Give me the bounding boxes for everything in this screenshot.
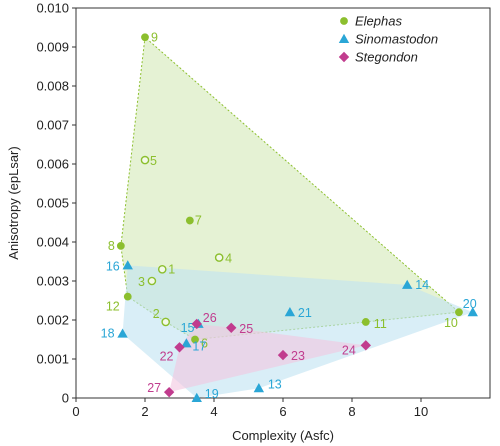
point-elephas-12	[123, 292, 132, 301]
point-stegondon-22	[174, 342, 185, 353]
legend-marker-elephas	[340, 17, 348, 25]
point-elephas-1	[157, 264, 167, 274]
point-stegondon-23	[277, 349, 289, 361]
convex-hulls	[120, 36, 473, 398]
y-tick-label: 0.005	[36, 196, 69, 211]
point-label-1: 1	[168, 262, 175, 276]
point-label-20: 20	[463, 297, 477, 311]
point-elephas-11	[361, 318, 370, 326]
y-tick-label: 0.006	[36, 157, 69, 172]
point-label-14: 14	[415, 278, 429, 292]
point-label-26: 26	[203, 311, 217, 325]
y-tick-label: 0.010	[36, 1, 69, 16]
legend-label-stegondon: Stegondon	[355, 50, 418, 65]
point-label-7: 7	[195, 214, 202, 228]
point-elephas-2	[161, 317, 170, 327]
point-sinomastodon-18	[117, 328, 128, 338]
point-label-15: 15	[181, 321, 195, 335]
point-elephas-5	[140, 155, 150, 165]
point-label-21: 21	[298, 306, 312, 320]
point-label-2: 2	[153, 307, 160, 321]
point-label-3: 3	[138, 275, 145, 289]
x-tick-label: 8	[348, 404, 355, 419]
x-tick-label: 10	[414, 404, 428, 419]
y-tick-label: 0.001	[36, 352, 69, 367]
y-tick-label: 0.002	[36, 313, 69, 328]
point-label-10: 10	[444, 316, 458, 330]
point-label-22: 22	[160, 349, 174, 363]
axes: 0 0.001 0.002 0.003 0.004 0.005 0.006 0.007 0.00…	[36, 1, 491, 419]
point-stegondon-24	[360, 340, 371, 351]
point-sinomastodon-16	[122, 260, 133, 270]
point-sinomastodon-21	[284, 307, 296, 317]
hull-stegondon	[169, 323, 366, 393]
y-tick-label: 0.008	[36, 79, 69, 94]
point-label-23: 23	[291, 349, 305, 363]
point-label-16: 16	[106, 259, 120, 273]
y-axis-label: Anisotropy (epLsar)	[6, 146, 21, 259]
point-sinomastodon-19	[191, 392, 202, 402]
point-sinomastodon-20	[467, 307, 478, 317]
point-label-19: 19	[205, 387, 219, 401]
point-label-13: 13	[268, 377, 282, 391]
point-sinomastodon-14	[402, 279, 413, 289]
y-tick-label: 0.007	[36, 118, 69, 133]
point-elephas-3	[147, 276, 157, 286]
point-stegondon-27	[163, 386, 175, 398]
point-sinomastodon-17	[181, 338, 192, 348]
x-tick-label: 4	[210, 404, 217, 419]
point-elephas-9	[141, 33, 149, 42]
point-label-8: 8	[108, 239, 115, 253]
point-label-11: 11	[374, 317, 387, 331]
x-tick-label: 0	[72, 404, 79, 419]
y-tick-label: 0.009	[36, 40, 69, 55]
legend-label-elephas: Elephas	[355, 14, 402, 29]
point-label-27: 27	[147, 381, 161, 395]
point-label-6: 6	[201, 337, 208, 351]
point-label-5: 5	[150, 154, 157, 168]
point-stegondon-25	[226, 322, 237, 333]
point-label-4: 4	[225, 252, 232, 266]
point-label-17: 17	[192, 339, 206, 353]
point-sinomastodon-13	[253, 383, 265, 393]
point-label-25: 25	[239, 322, 253, 336]
y-tick-label: 0	[62, 391, 69, 406]
x-tick-label: 2	[141, 404, 148, 419]
point-elephas-10	[455, 308, 463, 317]
point-stegondon-26	[191, 318, 202, 330]
x-axis-label: Complexity (Asfc)	[232, 428, 334, 443]
y-tick-label: 0.004	[36, 235, 69, 250]
legend-label-sinomastodon: Sinomastodon	[355, 32, 438, 47]
point-label-12: 12	[106, 300, 120, 314]
point-elephas-8	[116, 242, 125, 250]
point-elephas-7	[185, 216, 194, 225]
point-label-9: 9	[151, 30, 158, 44]
x-tick-label: 6	[279, 404, 286, 419]
y-tick-label: 0.003	[36, 274, 69, 289]
legend-marker-sinomastodon	[338, 33, 350, 43]
point-elephas-6	[191, 335, 199, 344]
point-elephas-4	[214, 253, 224, 262]
legend: Elephas Sinomastodon Stegondon	[338, 14, 438, 65]
legend-marker-stegondon	[338, 51, 350, 63]
point-label-24: 24	[342, 343, 356, 357]
point-label-18: 18	[101, 327, 115, 341]
